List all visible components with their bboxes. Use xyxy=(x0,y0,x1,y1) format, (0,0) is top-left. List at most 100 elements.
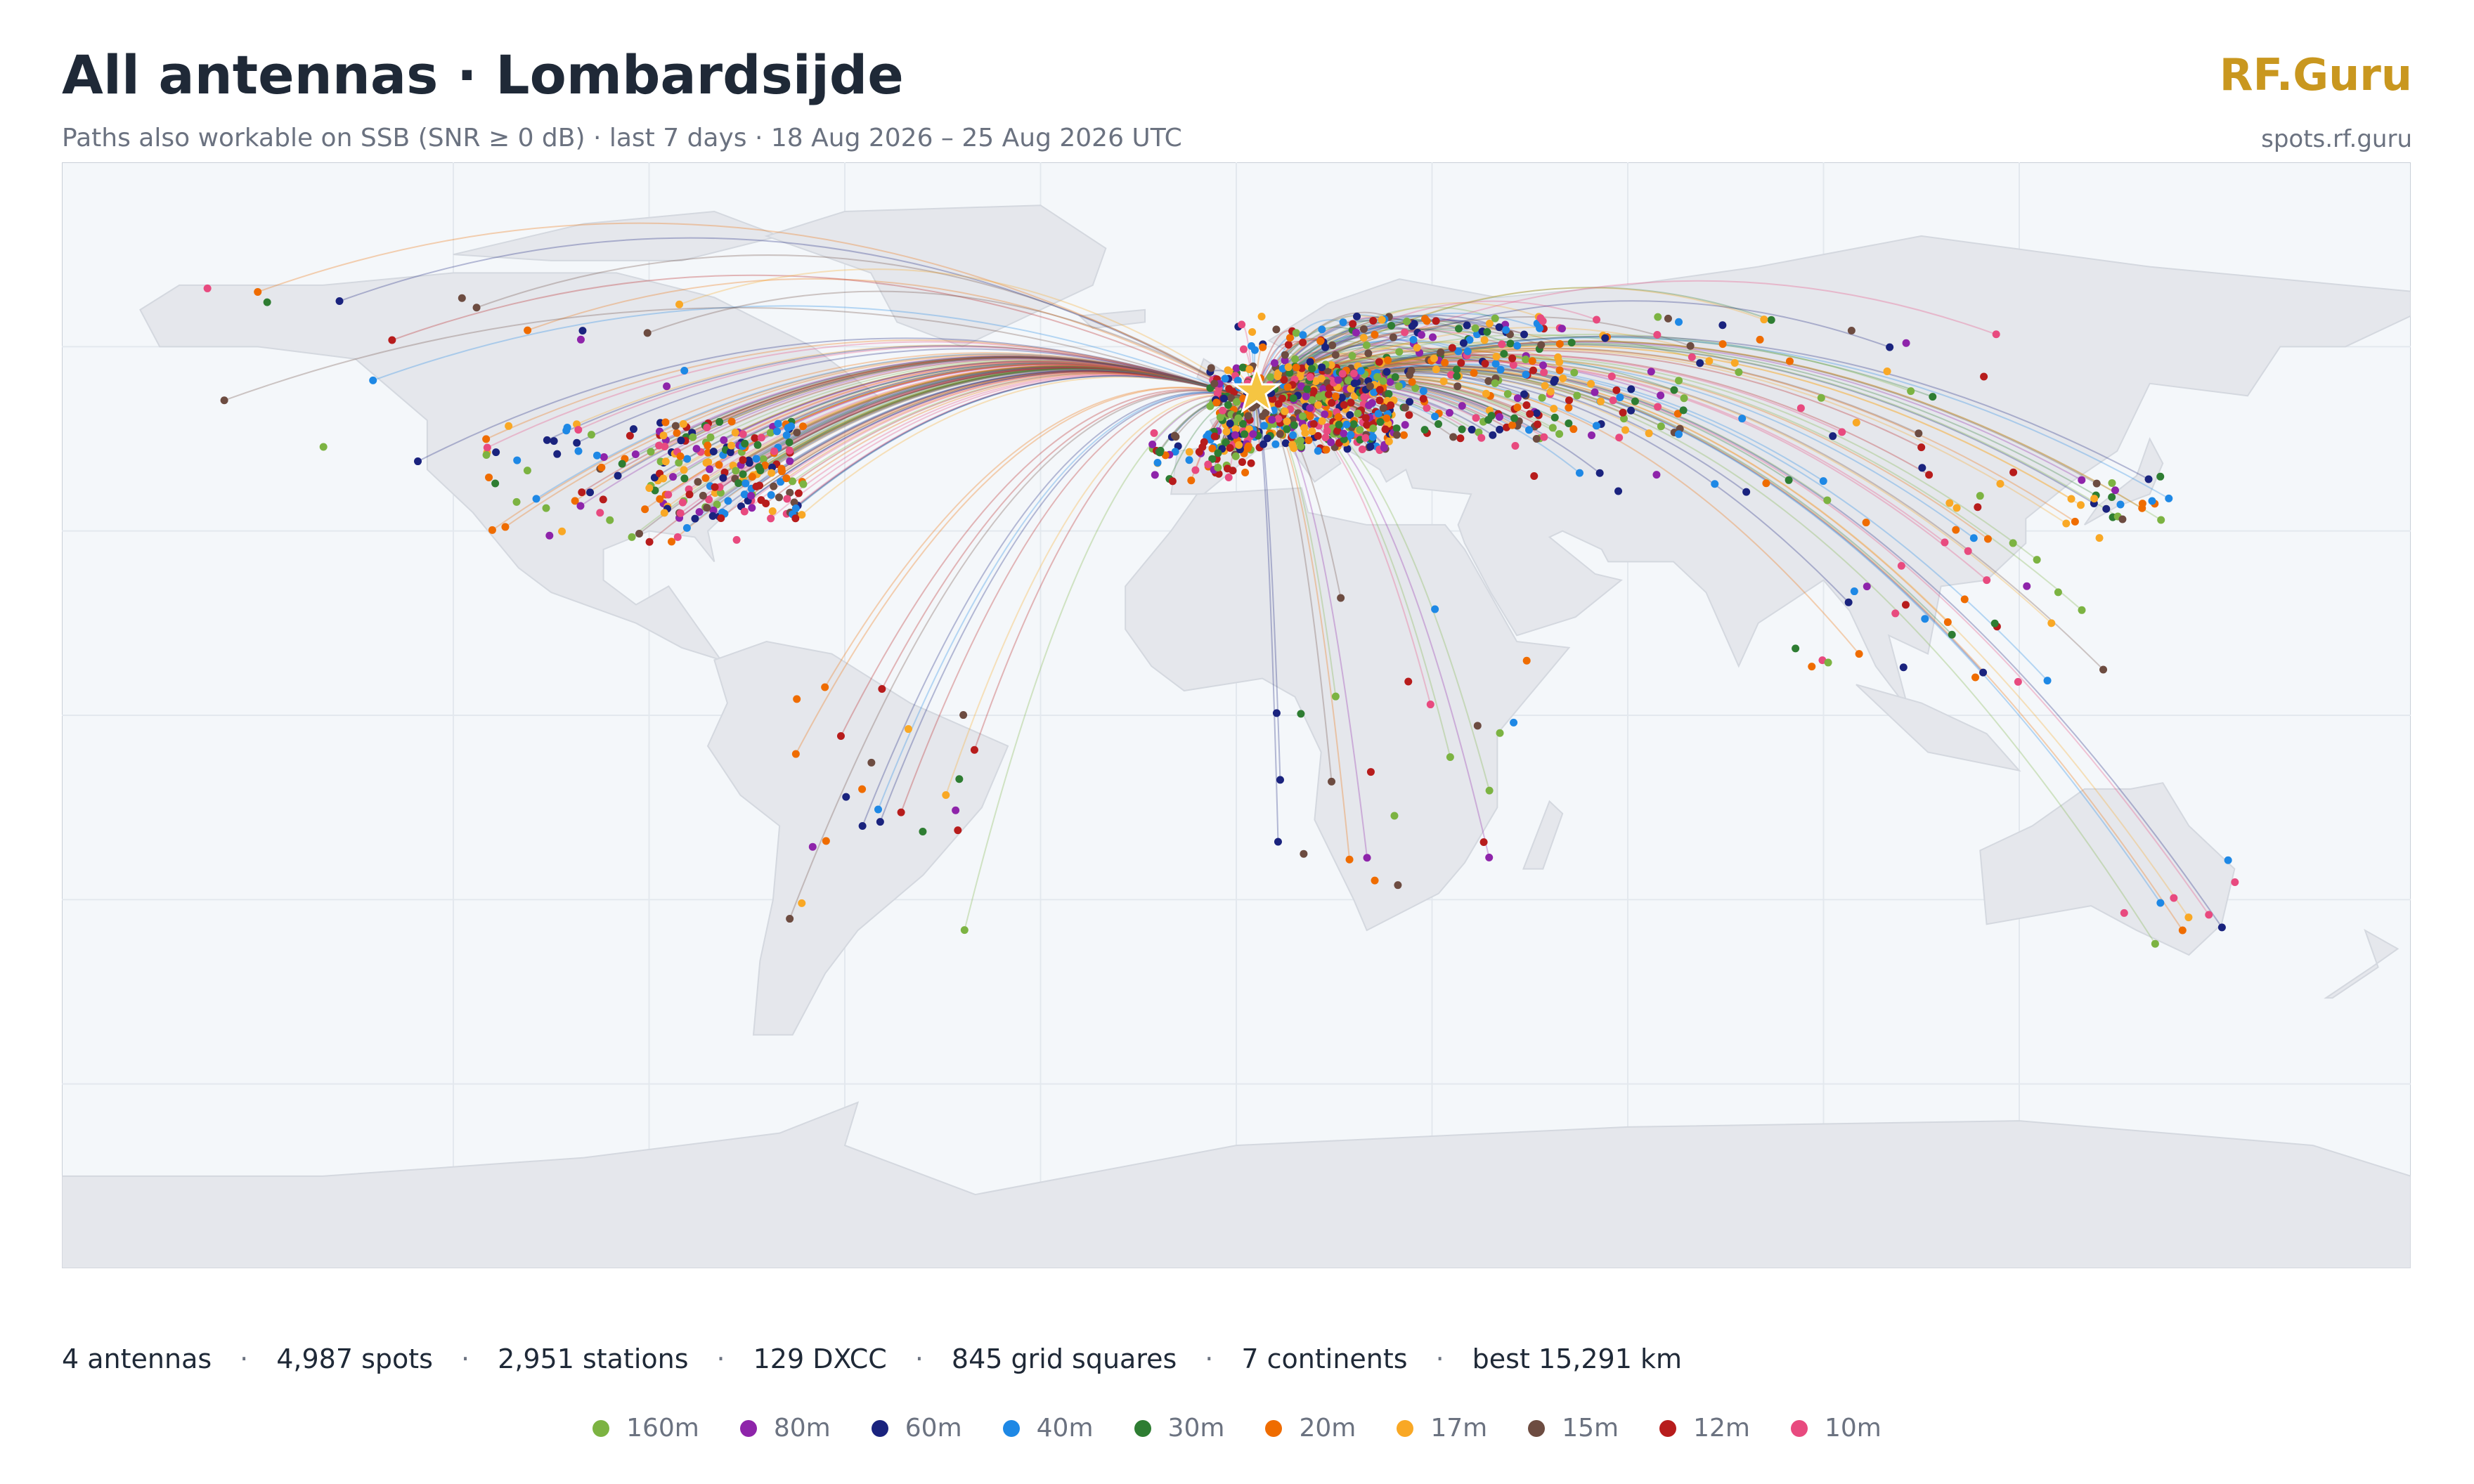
spot xyxy=(1609,396,1617,405)
path-arc xyxy=(257,222,1255,402)
spot xyxy=(1511,442,1520,450)
spot xyxy=(1432,365,1440,374)
spot xyxy=(2078,606,2086,614)
spot xyxy=(2108,493,2116,501)
spot xyxy=(661,442,669,450)
path-arc xyxy=(734,367,1255,480)
spot xyxy=(1347,398,1355,407)
landmass xyxy=(1856,684,2021,772)
spot xyxy=(1448,344,1456,352)
spot xyxy=(1575,469,1584,477)
spot xyxy=(676,509,685,517)
spot xyxy=(1496,365,1505,374)
spot xyxy=(1491,360,1500,368)
spot xyxy=(1375,396,1384,405)
spot xyxy=(720,436,728,444)
path-arc xyxy=(1254,359,2104,670)
spot xyxy=(635,530,644,538)
spot xyxy=(1883,367,1891,375)
spot xyxy=(1281,407,1289,415)
legend-dot xyxy=(739,1419,757,1437)
spot xyxy=(1548,424,1557,432)
spot xyxy=(1964,547,1972,555)
spot xyxy=(1570,368,1579,377)
spot xyxy=(1413,344,1421,352)
spot xyxy=(1891,609,1900,618)
spot xyxy=(1308,396,1316,404)
spot xyxy=(1321,410,1329,419)
spot xyxy=(482,435,491,443)
spot xyxy=(1419,394,1427,403)
spot xyxy=(2151,939,2159,948)
spot xyxy=(1359,334,1368,342)
spot xyxy=(739,456,747,464)
spot xyxy=(1520,330,1529,339)
spot xyxy=(1366,443,1375,451)
spot xyxy=(1434,419,1443,428)
spot xyxy=(2014,677,2022,686)
spot xyxy=(1532,409,1541,417)
spot xyxy=(1738,415,1747,423)
spot xyxy=(1502,326,1510,334)
path-arc xyxy=(742,363,1255,447)
spot xyxy=(631,450,640,458)
spot xyxy=(1219,394,1228,403)
spot xyxy=(1381,425,1390,434)
spot xyxy=(1276,776,1284,784)
spot xyxy=(1369,424,1378,433)
spot xyxy=(897,808,905,816)
path-arc xyxy=(1254,356,2083,611)
path-arc xyxy=(1253,287,1772,402)
spot xyxy=(1185,448,1193,456)
spot xyxy=(1785,357,1794,365)
spot xyxy=(770,447,779,455)
spot xyxy=(1222,427,1231,436)
spot xyxy=(1380,443,1388,452)
url[interactable]: spots.rf.guru xyxy=(2261,125,2412,153)
spot xyxy=(1391,373,1399,382)
spot xyxy=(1312,377,1320,386)
spot xyxy=(482,450,491,459)
spot xyxy=(786,488,794,497)
spot xyxy=(1225,384,1233,393)
spot xyxy=(762,500,770,508)
spot xyxy=(1983,535,1992,543)
spot xyxy=(1347,431,1355,439)
spot xyxy=(1627,385,1636,393)
home-marker xyxy=(1231,365,1283,414)
spot xyxy=(1232,364,1241,372)
spot xyxy=(1328,777,1336,786)
brand[interactable]: RF.Guru xyxy=(2219,49,2412,100)
path-arc xyxy=(1253,327,1542,402)
legend-item: 17m xyxy=(1397,1414,1487,1443)
legend-label: 60m xyxy=(905,1414,962,1443)
spot xyxy=(1235,441,1243,449)
spot xyxy=(1338,393,1346,402)
path-arc xyxy=(668,363,1255,495)
path-arc xyxy=(1254,365,2210,916)
spot xyxy=(1296,436,1304,445)
spot xyxy=(1453,372,1461,380)
title: All antennas · Lombardsijde xyxy=(62,44,904,106)
spot xyxy=(1392,424,1401,433)
spot xyxy=(2170,894,2178,902)
spot xyxy=(2092,479,2101,488)
spot xyxy=(858,822,867,831)
spot xyxy=(2156,472,2165,481)
spot xyxy=(1150,429,1158,437)
spot xyxy=(1408,322,1416,330)
spot xyxy=(1453,365,1461,374)
spot xyxy=(1231,452,1240,460)
path-arc xyxy=(650,356,1255,453)
path-arc xyxy=(777,366,1255,448)
spot xyxy=(1349,420,1358,429)
spot xyxy=(458,294,466,302)
spot xyxy=(1614,487,1623,495)
spot xyxy=(1306,358,1314,366)
spot xyxy=(2033,556,2041,564)
legend-dot xyxy=(871,1419,888,1437)
path-arc xyxy=(756,370,1255,488)
spot xyxy=(1591,388,1599,396)
spot xyxy=(1423,317,1431,325)
spot xyxy=(785,438,794,446)
